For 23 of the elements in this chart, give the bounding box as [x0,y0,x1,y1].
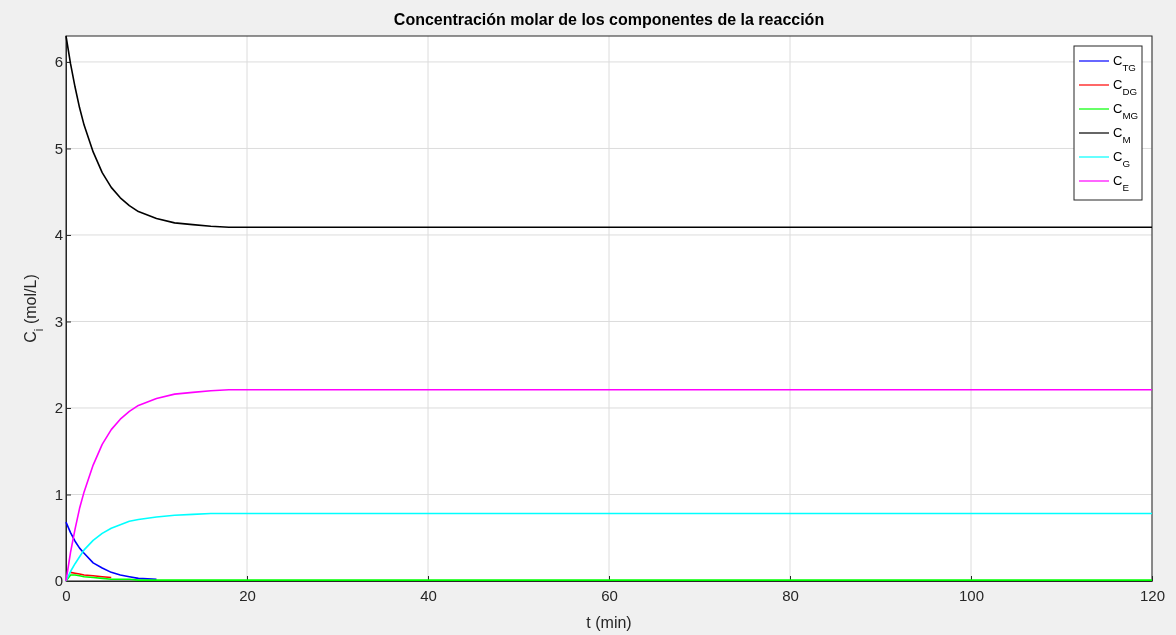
y-tick-label: 5 [54,139,63,157]
y-tick-label: 6 [54,53,63,71]
y-tick-label: 4 [54,226,63,244]
legend-label: C$_{TG}$ [1113,53,1136,73]
y-tick-label: 1 [54,485,63,503]
x-tick-label: 40 [420,586,437,604]
line-series [65,521,158,581]
chart-title: Concentración molar de los componentes de la reacción [393,11,825,28]
x-tick-label: 20 [239,586,256,604]
legend-label: C$_{M}$ [1113,125,1131,145]
y-tick-label: 3 [54,312,63,330]
x-axis-title: t (min) [586,614,632,631]
legend-label: C$_{DG}$ [1113,77,1138,97]
x-tick-label: 120 [1139,586,1166,604]
y-tick-label: 2 [54,399,63,417]
line-series [65,35,1153,228]
x-tick-label: 60 [601,586,618,604]
legend-label: C$_{E}$ [1113,173,1130,193]
y-tick-label: 0 [54,572,63,590]
x-tick-label: 100 [958,586,985,604]
x-tick-label: 80 [782,586,799,604]
legend-label: C$_{MG}$ [1113,101,1139,121]
legend-label: C$_{G}$ [1113,149,1130,169]
